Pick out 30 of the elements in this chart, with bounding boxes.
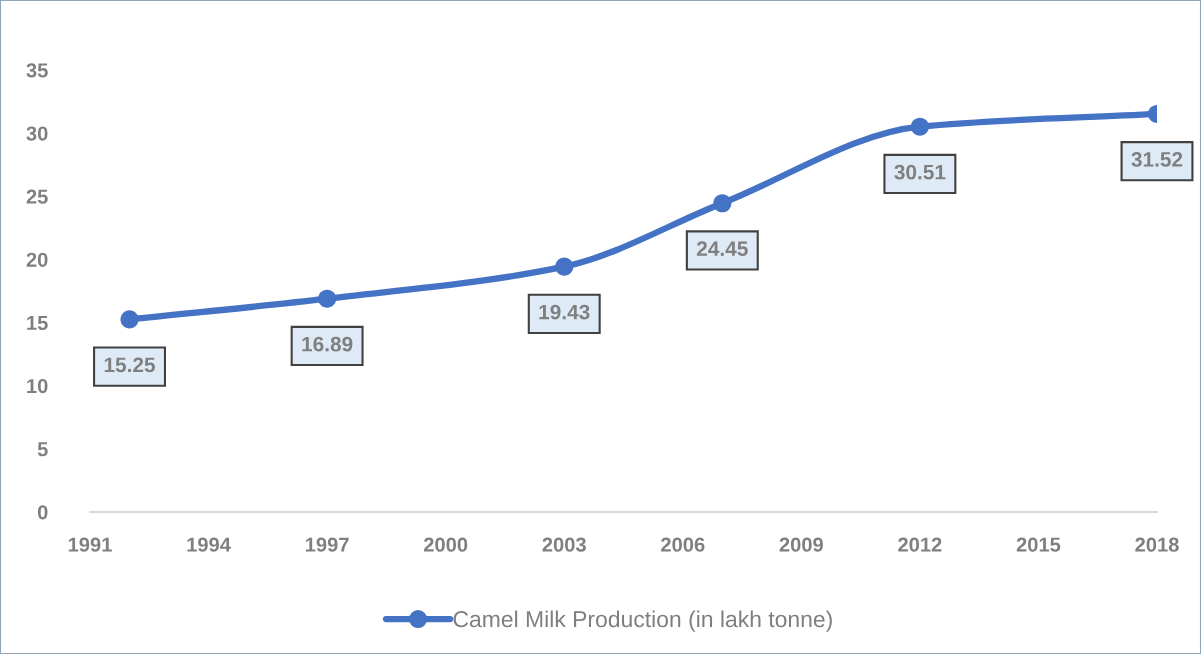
x-tick-label: 2012 bbox=[898, 537, 942, 552]
x-tick-label: 1994 bbox=[187, 537, 231, 552]
point bbox=[318, 289, 337, 308]
y-tick-label: 0 bbox=[37, 505, 48, 520]
data-label: 15.25 bbox=[104, 357, 156, 373]
y-tick-label: 35 bbox=[26, 63, 48, 78]
y-tick-label: 30 bbox=[26, 126, 48, 141]
data-label: 19.43 bbox=[539, 304, 590, 320]
x-tick-label: 2009 bbox=[779, 537, 823, 552]
y-tick-label: 20 bbox=[26, 252, 48, 267]
x-tick-label: 2018 bbox=[1135, 537, 1179, 552]
legend-label: Camel Milk Production (in lakh tonne) bbox=[453, 610, 832, 632]
point bbox=[910, 117, 929, 136]
x-tick-label: 1991 bbox=[68, 537, 112, 552]
y-tick-label: 25 bbox=[26, 189, 48, 204]
y-tick-label: 5 bbox=[37, 442, 48, 457]
data-label: 16.89 bbox=[302, 336, 353, 352]
y-tick-label: 10 bbox=[27, 378, 48, 394]
data-label: 24.45 bbox=[696, 241, 748, 257]
data-label: 30.51 bbox=[894, 164, 946, 180]
data-label: 31.52 bbox=[1131, 152, 1183, 167]
x-tick-label: 1997 bbox=[305, 537, 349, 552]
x-tick-label: 2000 bbox=[423, 537, 468, 552]
x-tick-label: 2006 bbox=[661, 537, 705, 552]
point bbox=[555, 257, 574, 276]
y-tick-label: 15 bbox=[27, 316, 48, 331]
point bbox=[713, 194, 732, 213]
x-tick-label: 2015 bbox=[1016, 537, 1061, 552]
x-tick-label: 2003 bbox=[542, 537, 586, 552]
point bbox=[120, 310, 139, 329]
